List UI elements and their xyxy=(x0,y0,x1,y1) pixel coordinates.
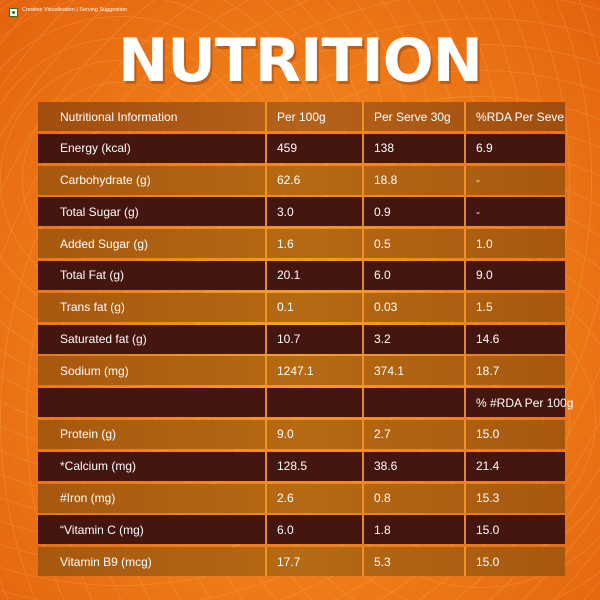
table-cell: 1.5 xyxy=(464,292,565,322)
table-cell: Vitamin B9 (mcg) xyxy=(60,554,152,569)
table-cell: Saturated fat (g) xyxy=(60,332,147,347)
table-cell: 0.9 xyxy=(362,197,464,227)
table-cell: % #RDA Per 100g xyxy=(464,388,573,418)
table-cell: 20.1 xyxy=(265,260,362,290)
table-cell: Sodium (mg) xyxy=(60,363,129,378)
table-row: #Iron (mg) 2.6 0.8 15.3 xyxy=(38,483,565,513)
table-cell xyxy=(38,388,265,417)
table-cell: Total Sugar (g) xyxy=(60,204,139,219)
table-row: Carbohydrate (g) 62.6 18.8- xyxy=(38,165,565,195)
column-header: Per Serve 30g xyxy=(362,102,464,131)
table-cell: Protein (g) xyxy=(60,427,117,442)
table-cell: Carbohydrate (g) xyxy=(60,173,151,188)
table-cell: 1247.1 xyxy=(265,356,362,386)
table-cell: 21.4 xyxy=(464,451,565,481)
table-cell: 62.6 xyxy=(265,165,362,195)
table-cell: 6.0 xyxy=(362,260,464,290)
table-cell: Total Fat (g) xyxy=(60,268,125,283)
column-header: Per 100g xyxy=(265,102,362,131)
table-cell: 6.9 xyxy=(464,133,565,163)
table-cell: 128.5 xyxy=(265,451,362,481)
table-cell: 3.2 xyxy=(362,324,464,354)
table-row: Saturated fat (g) 10.7 3.2 14.6 xyxy=(38,324,565,354)
table-cell: 3.0 xyxy=(265,197,362,227)
table-cell: 15.0 xyxy=(464,419,565,449)
table-cell: 1.8 xyxy=(362,515,464,545)
table-cell: Trans fat (g) xyxy=(60,300,125,315)
veg-symbol-icon xyxy=(9,8,18,17)
table-cell: 6.0 xyxy=(265,515,362,545)
table-cell: 15.0 xyxy=(464,547,565,577)
table-row: Added Sugar (g) 1.6 0.5 1.0 xyxy=(38,229,565,259)
table-cell: 0.8 xyxy=(362,483,464,513)
table-cell: 0.03 xyxy=(362,292,464,322)
table-row: % #RDA Per 100g xyxy=(38,388,573,418)
page-title: NUTRITION xyxy=(118,26,483,96)
table-cell: 18.8 xyxy=(362,165,464,195)
table-cell xyxy=(362,388,464,418)
table-cell: 459 xyxy=(265,133,362,163)
table-row: “Vitamin C (mg) 6.0 1.8 15.0 xyxy=(38,515,565,545)
table-row: *Calcium (mg) 128.5 38.6 21.4 xyxy=(38,451,565,481)
table-cell: 138 xyxy=(362,133,464,163)
table-cell: - xyxy=(464,197,565,227)
table-row: Vitamin B9 (mcg) 17.7 5.3 15.0 xyxy=(38,547,565,577)
table-cell: Energy (kcal) xyxy=(60,141,131,156)
table-row: Energy (kcal) 459 138 6.9 xyxy=(38,133,565,163)
disclaimer-note: Creative Visualisation | Serving Suggest… xyxy=(22,7,127,13)
table-cell: 10.7 xyxy=(265,324,362,354)
table-cell: 9.0 xyxy=(464,260,565,290)
table-cell: #Iron (mg) xyxy=(60,491,116,506)
table-row: Sodium (mg) 1247.1 374.1 18.7 xyxy=(38,356,565,386)
table-cell: *Calcium (mg) xyxy=(60,459,137,474)
table-cell: 9.0 xyxy=(265,419,362,449)
table-cell: 2.6 xyxy=(265,483,362,513)
table-row: Total Fat (g) 20.1 6.0 9.0 xyxy=(38,260,565,290)
table-cell: 5.3 xyxy=(362,547,464,577)
table-cell: 1.0 xyxy=(464,229,565,259)
table-cell: 2.7 xyxy=(362,419,464,449)
table-row: Trans fat (g) 0.1 0.03 1.5 xyxy=(38,292,565,322)
table-cell: 17.7 xyxy=(265,547,362,577)
table-row: Protein (g) 9.0 2.7 15.0 xyxy=(38,419,565,449)
table-header-row: Nutritional Information Per 100g Per Ser… xyxy=(38,102,565,131)
table-row: Total Sugar (g) 3.0 0.9- xyxy=(38,197,565,227)
table-cell: 38.6 xyxy=(362,451,464,481)
table-cell: 0.1 xyxy=(265,292,362,322)
table-cell: Added Sugar (g) xyxy=(60,236,149,251)
table-cell: - xyxy=(464,165,565,195)
table-cell: 374.1 xyxy=(362,356,464,386)
table-cell: “Vitamin C (mg) xyxy=(60,522,144,537)
column-header: %RDA Per Seve xyxy=(464,102,565,131)
column-header: Nutritional Information xyxy=(60,109,178,124)
nutrition-table: Nutritional Information Per 100g Per Ser… xyxy=(38,102,573,579)
table-cell: 0.5 xyxy=(362,229,464,259)
table-cell: 18.7 xyxy=(464,356,565,386)
table-cell: 15.0 xyxy=(464,515,565,545)
table-cell: 15.3 xyxy=(464,483,565,513)
table-cell xyxy=(265,388,362,418)
table-cell: 14.6 xyxy=(464,324,565,354)
table-cell: 1.6 xyxy=(265,229,362,259)
